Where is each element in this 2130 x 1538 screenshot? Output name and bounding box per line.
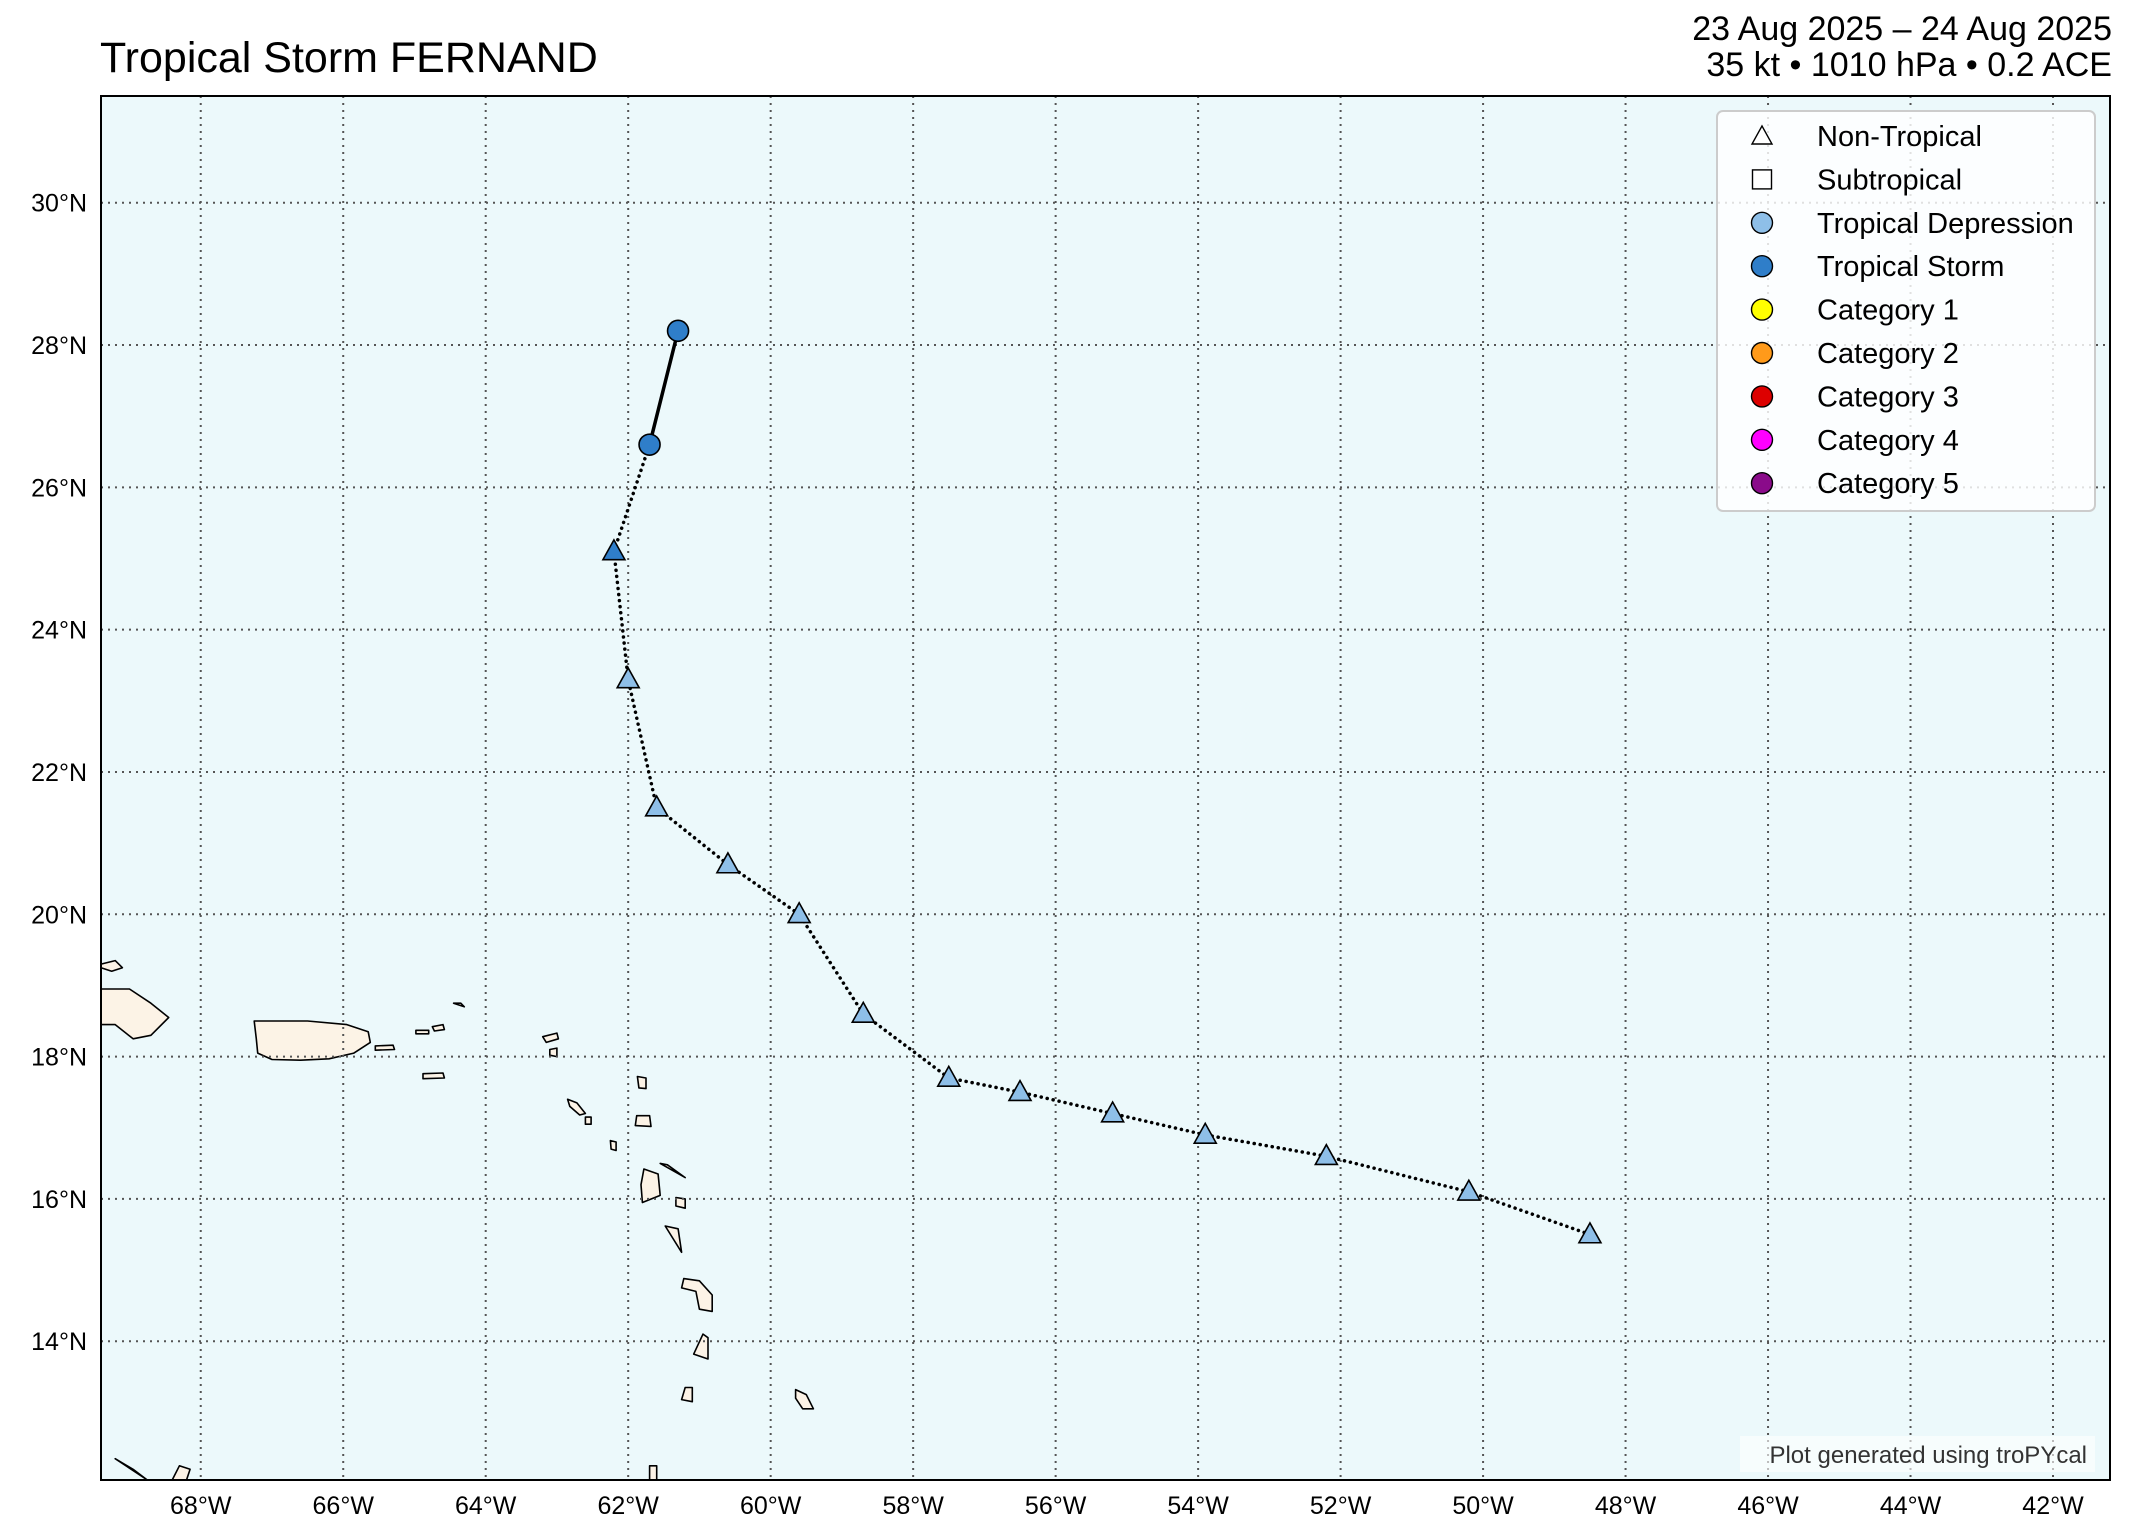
track-segment: [647, 329, 680, 447]
land-montserrat: [609, 1139, 617, 1152]
track-segment: [612, 442, 652, 554]
land-virgin-islands-2: [431, 1023, 446, 1032]
land-st-martin: [548, 1047, 558, 1058]
credit-background: [1740, 1436, 2095, 1472]
track-point-triangle: [850, 1000, 876, 1023]
track-point-triangle: [1192, 1121, 1218, 1144]
lat-tick-label: 16°N: [31, 1186, 87, 1214]
track-segment: [861, 1012, 951, 1080]
track-point-triangle: [1100, 1100, 1125, 1123]
lat-tick-label: 24°N: [31, 617, 87, 645]
lon-tick-label: 48°W: [1595, 1492, 1657, 1520]
track-point-circle: [638, 433, 661, 456]
land-barbados: [794, 1388, 815, 1410]
storm-stats: 35 kt • 1010 hPa • 0.2 ACE: [1706, 46, 2112, 84]
lat-tick-label: 26°N: [31, 474, 87, 502]
track-segment: [947, 1076, 1022, 1094]
land-puerto-rico: [253, 1020, 372, 1061]
legend-box: [1716, 110, 2096, 512]
legend-label: Non-Tropical: [1817, 121, 1982, 153]
legend-marker-circle: [1750, 298, 1774, 321]
legend-marker-triangle: [1750, 124, 1774, 145]
lat-tick-label: 18°N: [31, 1044, 87, 1072]
track-point-triangle: [1577, 1221, 1603, 1244]
land-barbuda: [636, 1075, 647, 1090]
land-virgin-islands: [415, 1029, 430, 1035]
legend-label: Category 1: [1817, 295, 1959, 327]
land-st-croix: [422, 1072, 446, 1080]
legend-marker-circle: [1750, 255, 1774, 278]
track-point-circle: [666, 319, 690, 343]
track-point-triangle: [644, 794, 670, 817]
legend-marker-circle: [1750, 211, 1774, 235]
legend-label: Category 4: [1817, 425, 1959, 457]
track-point-triangle: [715, 851, 741, 874]
track-point-triangle: [601, 538, 627, 561]
legend-label: Category 2: [1817, 338, 1959, 370]
track-point-triangle: [786, 901, 812, 924]
legend-label: Tropical Depression: [1817, 208, 2074, 240]
lon-tick-label: 44°W: [1880, 1492, 1942, 1520]
lon-tick-label: 54°W: [1167, 1492, 1229, 1520]
track-segment: [626, 677, 659, 810]
map-frame: [100, 95, 2111, 1481]
track-point-triangle: [1456, 1178, 1482, 1201]
credit-text: Plot generated using troPYcal: [1769, 1442, 2087, 1469]
track-segment: [1110, 1111, 1207, 1137]
land-dominica: [664, 1225, 683, 1254]
track-point-triangle: [615, 666, 641, 689]
land-south-coast-1: [114, 1457, 149, 1481]
lon-tick-label: 66°W: [313, 1492, 375, 1520]
track-point-triangle: [1007, 1078, 1033, 1102]
lon-tick-label: 58°W: [882, 1492, 944, 1520]
legend: Non-Tropical Subtropical Tropical Depressi…: [1716, 110, 2096, 512]
legend-marker-square: [1751, 169, 1773, 190]
legend-label: Tropical Storm: [1817, 251, 2004, 283]
date-range: 23 Aug 2025 – 24 Aug 2025: [1692, 10, 2112, 48]
land-guadeloupe-east: [659, 1162, 687, 1179]
lon-tick-label: 42°W: [2022, 1492, 2084, 1520]
legend-marker-circle: [1750, 428, 1774, 451]
lon-tick-label: 62°W: [597, 1492, 659, 1520]
lon-tick-label: 64°W: [455, 1492, 517, 1520]
lat-tick-label: 30°N: [31, 190, 87, 218]
legend-label: Category 5: [1817, 468, 1959, 500]
land-grenada-islet: [648, 1465, 658, 1481]
lon-tick-label: 46°W: [1737, 1492, 1799, 1520]
land-anguilla: [541, 1032, 560, 1044]
track-segment: [1324, 1154, 1471, 1194]
land-martinique: [680, 1277, 714, 1313]
lat-tick-label: 28°N: [31, 332, 87, 360]
land-st-vincent: [680, 1386, 694, 1403]
track-point-triangle: [936, 1064, 962, 1088]
land-guadeloupe-west: [640, 1168, 662, 1204]
lon-tick-label: 52°W: [1310, 1492, 1372, 1520]
legend-marker-circle: [1750, 385, 1774, 408]
legend-label: Subtropical: [1817, 164, 1962, 196]
map-title: Tropical Storm FERNAND: [100, 34, 598, 82]
legend-marker-circle: [1750, 472, 1774, 495]
track-segment: [1203, 1133, 1329, 1158]
legend-label: Category 3: [1817, 381, 1959, 413]
axis-ticks: 68°W 66°W 64°W 62°W 60°W 58°W 56°W 54°W 52°W 50°W…: [31, 190, 2084, 1520]
land-hispaniola: [100, 988, 170, 1040]
land-st-kitts: [566, 1098, 587, 1116]
legend-marker-circle: [1750, 341, 1774, 365]
lon-tick-label: 60°W: [740, 1492, 802, 1520]
storm-track: [601, 319, 1603, 1244]
track-segment: [797, 912, 866, 1016]
lon-tick-label: 50°W: [1452, 1492, 1514, 1520]
land-vieques: [374, 1044, 396, 1051]
land-antigua: [634, 1114, 652, 1128]
lon-tick-label: 56°W: [1025, 1492, 1087, 1520]
land-anegada: [452, 1002, 466, 1008]
land-nevis: [584, 1116, 592, 1125]
track-point-triangle: [1313, 1143, 1339, 1166]
lat-tick-label: 22°N: [31, 759, 87, 787]
lat-tick-label: 20°N: [31, 901, 87, 929]
lon-tick-label: 68°W: [170, 1492, 232, 1520]
track-segment: [1018, 1090, 1115, 1116]
lat-tick-label: 14°N: [31, 1328, 87, 1356]
